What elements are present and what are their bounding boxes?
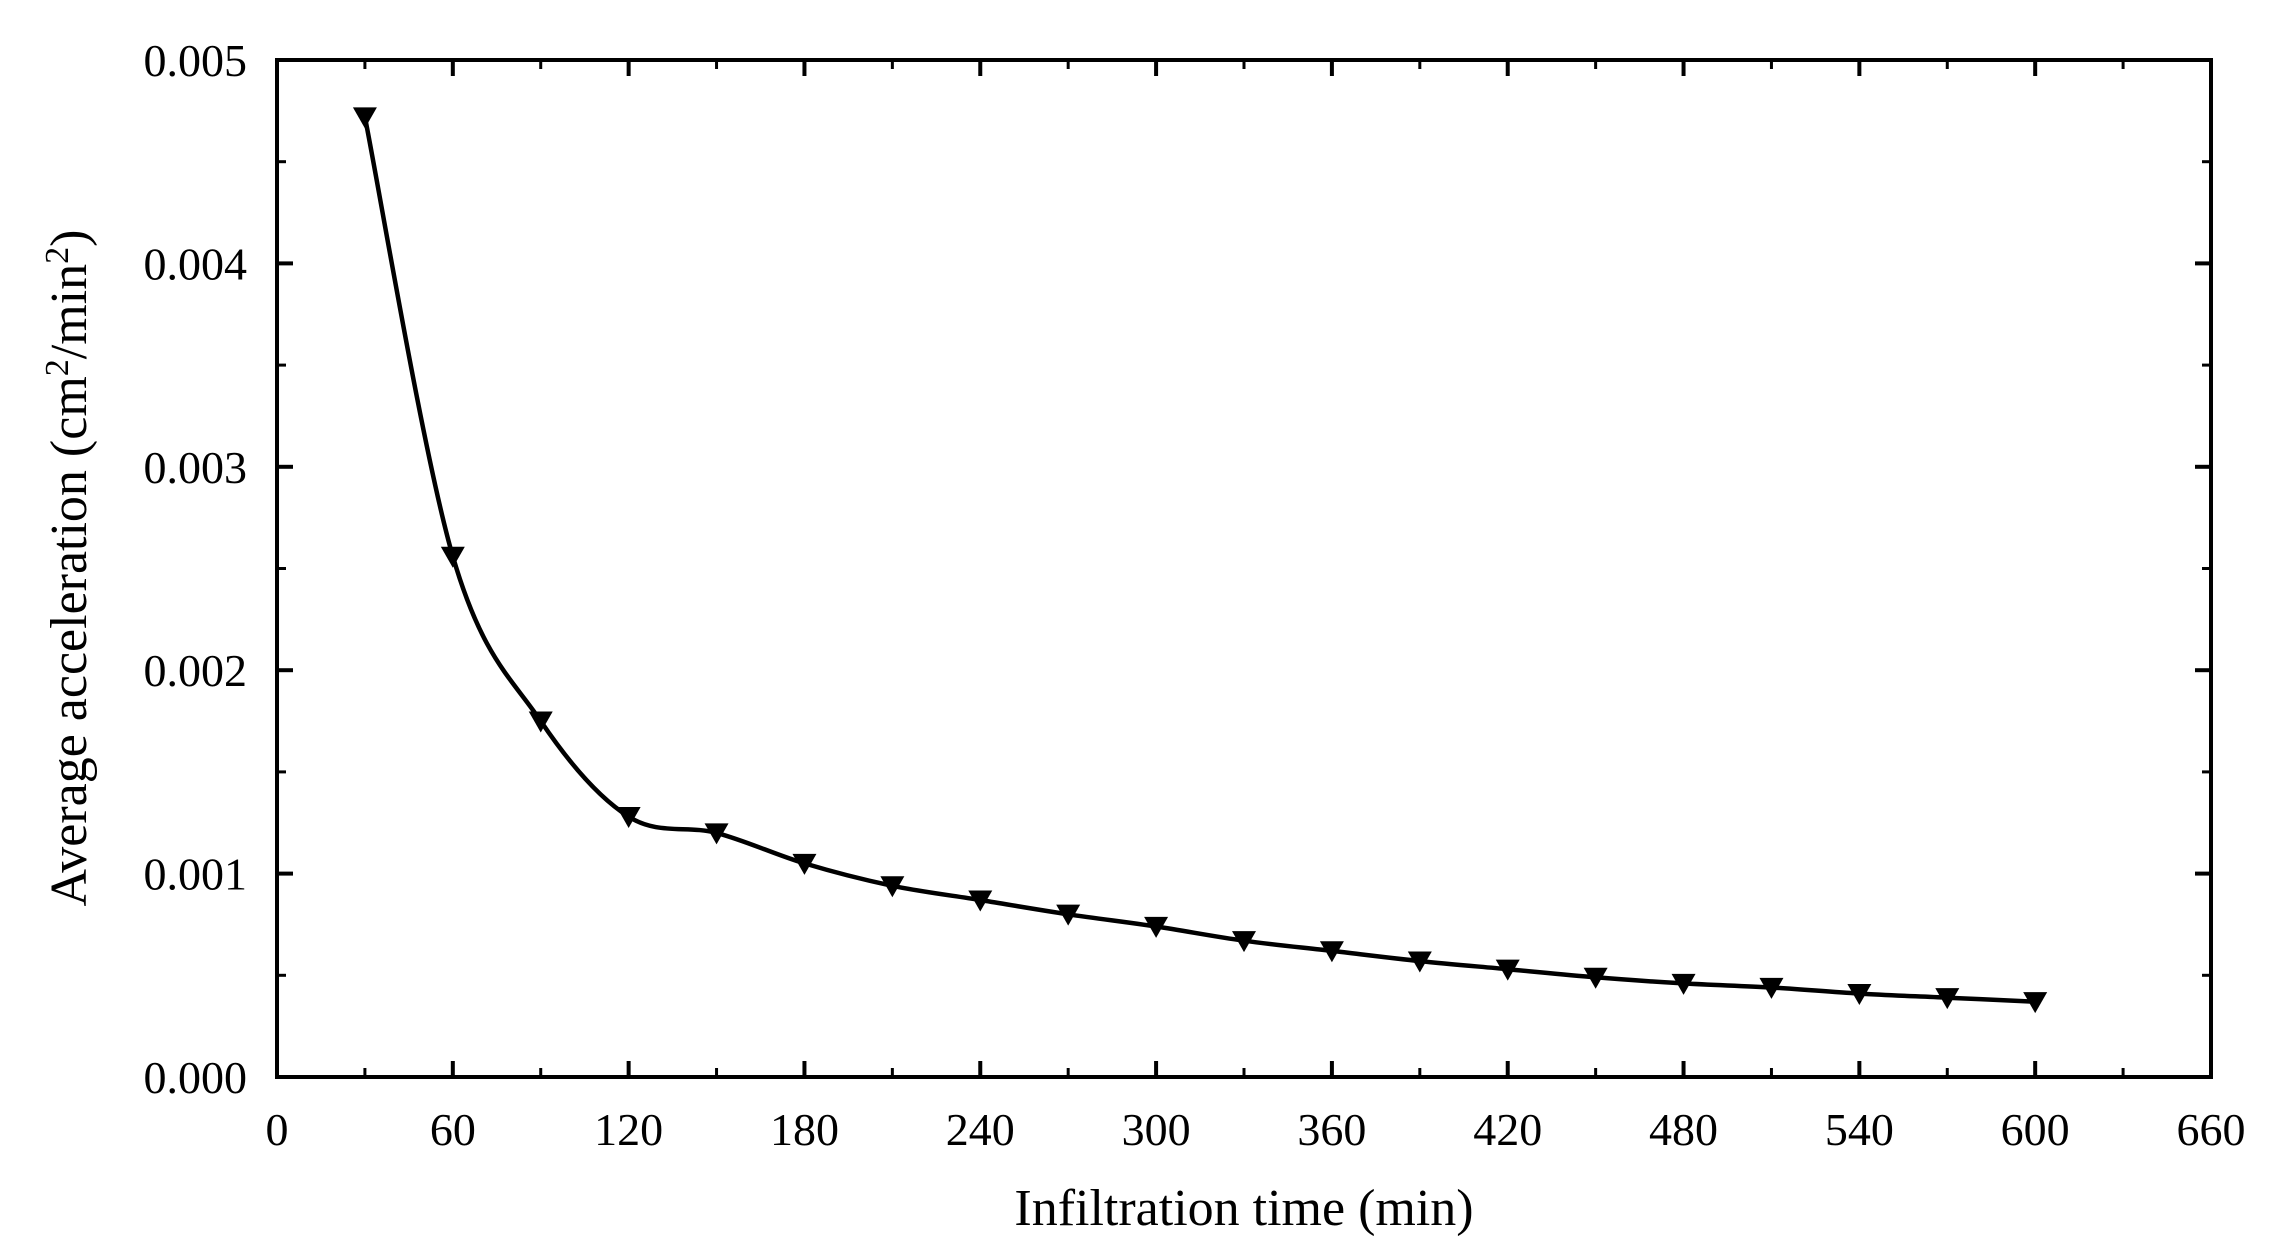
x-tick-labels: 0 60 120 180 240 300 360 420 480 540 600 660 (266, 1104, 2246, 1155)
data-point (440, 546, 465, 568)
y-tick-label: 0.001 (144, 849, 248, 900)
plot-frame (275, 58, 2213, 1079)
axis-ticks (275, 58, 2213, 1079)
y-tick-labels: 0.000 0.001 0.002 0.003 0.004 0.005 (144, 35, 248, 1103)
series-markers (352, 107, 2048, 1014)
data-point (704, 823, 729, 845)
data-point (1671, 973, 1696, 995)
y-tick-label: 0.003 (144, 442, 248, 493)
data-point (880, 876, 905, 898)
data-point (1056, 904, 1081, 926)
x-tick-label: 120 (594, 1104, 663, 1155)
data-point (1495, 959, 1520, 981)
data-point (792, 853, 817, 875)
data-point (528, 711, 553, 733)
data-point (2023, 992, 2048, 1014)
x-tick-label: 420 (1473, 1104, 1542, 1155)
x-tick-label: 600 (2001, 1104, 2070, 1155)
x-tick-label: 300 (1122, 1104, 1191, 1155)
data-point (1232, 931, 1256, 953)
series-line (362, 116, 2036, 1004)
data-point (1583, 967, 1608, 989)
x-tick-label: 660 (2177, 1104, 2246, 1155)
data-point (1407, 951, 1432, 973)
y-axis-label: Average acceleration (cm2/min2) (39, 230, 98, 907)
data-point (1144, 916, 1169, 938)
y-tick-label: 0.004 (144, 238, 248, 289)
y-tick-label: 0.005 (144, 35, 248, 86)
data-point (352, 107, 377, 129)
x-tick-label: 480 (1649, 1104, 1718, 1155)
data-point (968, 890, 993, 912)
data-point (1847, 984, 1872, 1006)
y-tick-label: 0.002 (144, 645, 248, 696)
x-tick-label: 240 (946, 1104, 1015, 1155)
x-tick-label: 180 (770, 1104, 839, 1155)
x-tick-label: 360 (1297, 1104, 1366, 1155)
y-tick-label: 0.000 (144, 1052, 248, 1103)
x-axis-label: Infiltration time (min) (1014, 1180, 1473, 1237)
data-point (1935, 988, 1960, 1010)
data-point (1759, 977, 1784, 999)
x-tick-label: 0 (266, 1104, 289, 1155)
data-point (616, 807, 641, 829)
x-tick-label: 60 (430, 1104, 476, 1155)
x-tick-label: 540 (1825, 1104, 1894, 1155)
data-point (1319, 941, 1344, 963)
